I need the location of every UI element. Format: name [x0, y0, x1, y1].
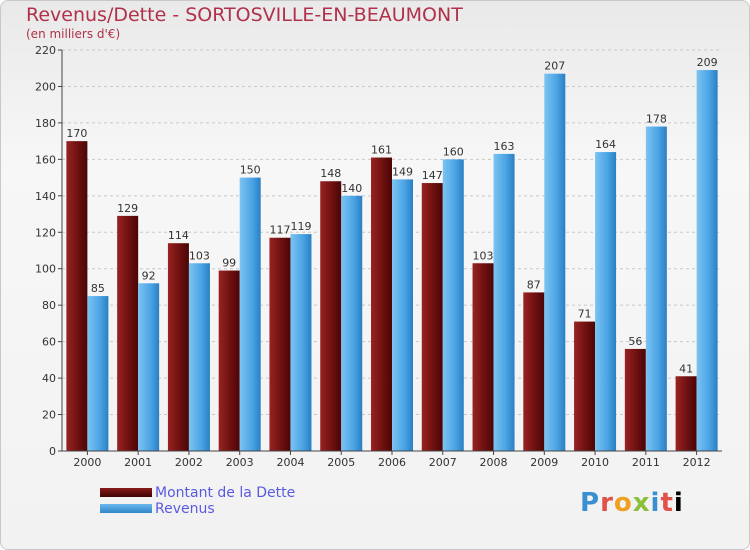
value-label-revenue: 103	[189, 249, 210, 262]
x-tick-label: 2004	[276, 456, 304, 469]
y-tick-label: 120	[35, 226, 56, 239]
y-tick-label: 220	[35, 44, 56, 57]
bar-debt	[675, 376, 697, 451]
value-label-revenue: 163	[494, 140, 515, 153]
bar-revenue	[645, 126, 667, 452]
legend-swatch-debt	[100, 488, 152, 497]
x-tick-label: 2011	[632, 456, 660, 469]
value-label-revenue: 150	[240, 164, 261, 177]
legend-label-debt: Montant de la Dette	[155, 485, 296, 501]
value-label-debt: 114	[168, 229, 189, 242]
y-tick-label: 200	[35, 80, 56, 93]
bar-revenue	[341, 195, 363, 451]
value-label-debt: 41	[679, 362, 693, 375]
bar-revenue	[544, 73, 566, 451]
value-label-debt: 147	[422, 169, 443, 182]
value-label-revenue: 178	[646, 113, 667, 126]
value-label-revenue: 160	[443, 145, 464, 158]
bar-debt	[371, 157, 392, 452]
value-label-revenue: 209	[697, 56, 718, 69]
x-tick-label: 2009	[530, 456, 558, 469]
bar-revenue	[87, 296, 109, 451]
bar-revenue	[188, 263, 210, 451]
value-label-revenue: 85	[91, 282, 105, 295]
chart-title: Revenus/Dette - SORTOSVILLE-EN-BEAUMONT	[26, 4, 463, 26]
bar-debt	[320, 181, 342, 451]
bar-debt	[624, 348, 646, 451]
x-tick-label: 2003	[226, 456, 254, 469]
proxiti-logo: Proxiti	[580, 488, 684, 518]
y-tick-label: 140	[35, 190, 56, 203]
value-label-debt: 170	[66, 127, 87, 140]
y-tick-label: 80	[42, 299, 56, 312]
bar-debt	[523, 292, 545, 451]
value-label-debt: 103	[473, 249, 494, 262]
x-tick-label: 2010	[581, 456, 609, 469]
bar-debt	[117, 215, 139, 451]
value-label-revenue: 92	[142, 269, 156, 282]
bar-revenue	[290, 234, 312, 451]
y-tick-label: 100	[35, 263, 56, 276]
value-label-revenue: 149	[392, 165, 413, 178]
bar-revenue	[493, 153, 515, 452]
value-label-debt: 117	[269, 224, 290, 237]
x-tick-label: 2012	[683, 456, 711, 469]
bar-revenue	[696, 70, 718, 452]
chart-subtitle: (en milliers d'€)	[26, 27, 121, 41]
bar-revenue	[392, 179, 413, 451]
value-label-revenue: 119	[290, 220, 311, 233]
y-tick-label: 40	[42, 372, 56, 385]
bar-debt	[269, 237, 291, 451]
value-label-debt: 161	[371, 144, 392, 157]
bar-revenue	[138, 283, 160, 451]
value-label-debt: 87	[527, 278, 541, 291]
y-tick-label: 0	[49, 445, 56, 458]
value-label-revenue: 140	[341, 182, 362, 195]
y-tick-label: 180	[35, 117, 56, 130]
bar-revenue	[239, 177, 261, 451]
x-tick-label: 2000	[73, 456, 101, 469]
bar-debt	[472, 263, 494, 451]
value-label-debt: 71	[578, 308, 592, 321]
legend-label-revenue: Revenus	[155, 501, 215, 517]
y-tick-label: 20	[42, 409, 56, 422]
value-label-revenue: 164	[595, 138, 616, 151]
x-tick-label: 2005	[327, 456, 355, 469]
value-label-debt: 148	[320, 167, 341, 180]
value-label-debt: 129	[117, 202, 138, 215]
x-tick-label: 2006	[378, 456, 406, 469]
x-tick-label: 2002	[175, 456, 203, 469]
bar-debt	[66, 141, 88, 452]
bar-debt	[167, 243, 189, 451]
value-label-debt: 56	[628, 335, 642, 348]
bar-revenue	[442, 159, 464, 451]
bar-debt	[421, 183, 443, 452]
x-tick-label: 2001	[124, 456, 152, 469]
x-tick-label: 2007	[429, 456, 457, 469]
bar-debt	[218, 270, 240, 451]
y-tick-label: 60	[42, 336, 56, 349]
y-tick-label: 160	[35, 153, 56, 166]
bar-revenue	[595, 152, 617, 451]
value-label-revenue: 207	[544, 60, 565, 73]
value-label-debt: 99	[222, 257, 236, 270]
bar-debt	[574, 321, 596, 451]
legend-swatch-revenue	[100, 504, 152, 513]
x-tick-label: 2008	[480, 456, 508, 469]
